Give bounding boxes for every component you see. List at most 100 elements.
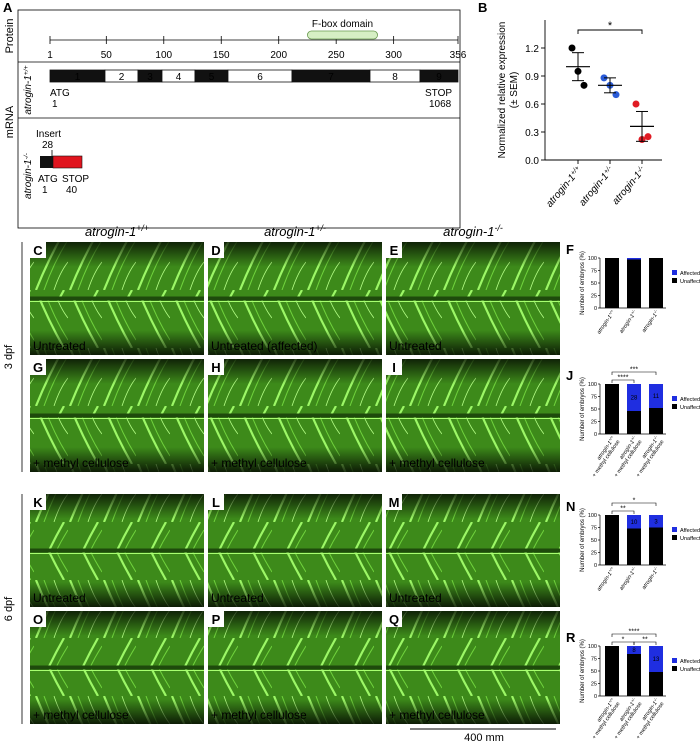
panel-letter: N <box>566 499 575 514</box>
significance-label: **** <box>629 629 640 636</box>
y-tick-label: 50 <box>591 281 597 287</box>
y-tick-label: 50 <box>591 669 597 675</box>
legend-swatch <box>672 666 677 671</box>
panel-letter: G <box>33 360 43 375</box>
panel-letter: D <box>211 243 220 258</box>
significance-bracket <box>611 371 657 375</box>
genotype-superscript: -/- <box>653 309 659 315</box>
y-tick-label: 0 <box>594 306 597 312</box>
legend-swatch <box>672 278 677 283</box>
genotype-superscript: +/+ <box>23 65 30 75</box>
start-label: ATG <box>50 88 70 99</box>
micrograph: C Untreated <box>30 242 204 355</box>
panel-letter: P <box>212 612 221 627</box>
ko-insert <box>52 155 83 169</box>
genotype-superscript: -/- <box>494 223 502 233</box>
panel-caption: + methyl cellulose <box>211 456 307 470</box>
legend-label: Unaffected <box>680 279 700 285</box>
shading <box>30 359 204 472</box>
y-axis-label: Normalized relative expression <box>497 22 508 159</box>
panel-letter: E <box>390 243 399 258</box>
shading <box>386 611 560 724</box>
micrograph: P + methyl cellulose <box>208 611 382 724</box>
count-label: 3 <box>654 519 658 525</box>
genotype-superscript: -/- <box>653 697 659 703</box>
data-point <box>580 81 588 89</box>
micrograph: M Untreated <box>386 494 560 607</box>
start-position: 1 <box>42 185 48 196</box>
y-axis-label: (± SEM) <box>509 72 520 109</box>
panel-letter: C <box>33 243 43 258</box>
bar-segment <box>627 259 641 308</box>
micrograph: L Untreated <box>208 494 382 607</box>
genotype-label: atrogin-1+/- <box>618 566 639 592</box>
micrograph: G + methyl cellulose <box>30 359 204 472</box>
count-label: 9 <box>654 544 658 550</box>
axis-tick-label: 50 <box>101 50 113 61</box>
axis-tick-label: 300 <box>385 50 402 61</box>
count-label: 12 <box>653 682 660 688</box>
x-tick-label: atrogin-1-/-+ methyl cellulose <box>635 697 665 741</box>
bar-segment <box>605 646 619 696</box>
bar-segment <box>649 515 663 528</box>
panel-a-frame <box>17 9 461 229</box>
row-label: Protein <box>4 19 16 54</box>
x-tick-label: atrogin-1-/- <box>610 164 649 207</box>
significance-bracket <box>611 502 657 506</box>
panel-caption: Untreated <box>389 339 442 353</box>
panel-letter: B <box>478 0 487 15</box>
panel-letter: L <box>212 495 220 510</box>
y-tick-label: 100 <box>588 644 597 650</box>
gene-name: atrogin-1 <box>641 313 658 334</box>
bar-segment <box>649 384 663 408</box>
genotype-superscript: +/- <box>630 309 636 316</box>
panel-letter: A <box>3 0 13 15</box>
count-label: 27 <box>631 545 638 551</box>
gene-name: atrogin-1 <box>23 75 34 114</box>
genotype-superscript: +/+ <box>608 434 615 441</box>
legend-label: Unaffected <box>680 405 700 411</box>
significance-label: *** <box>630 367 638 374</box>
genotype-superscript: +/+ <box>608 696 615 703</box>
bar-segment <box>649 646 663 672</box>
significance-label: ** <box>620 506 626 513</box>
micrograph: D Untreated (affected) <box>208 242 382 355</box>
panel-letter: F <box>566 242 574 257</box>
bar-segment <box>627 258 641 260</box>
y-tick-label: 100 <box>588 256 597 262</box>
gene-name: atrogin-1 <box>610 170 644 207</box>
letter-box <box>30 611 46 627</box>
bar-segment <box>627 515 641 529</box>
gene-name: atrogin-1 <box>544 172 578 209</box>
bar-segment <box>649 672 663 696</box>
data-point <box>644 133 652 141</box>
panel-caption: Untreated <box>33 339 86 353</box>
genotype-label: atrogin-1+/+ <box>595 565 617 592</box>
count-label: 27 <box>609 538 616 544</box>
shading <box>386 359 560 472</box>
exon-label: 3 <box>147 72 153 83</box>
exon <box>419 69 459 83</box>
significance-label: ** <box>642 637 648 644</box>
panel-letter: M <box>389 495 400 510</box>
letter-box <box>30 242 46 258</box>
genotype-label: atrogin-1-/- <box>640 309 661 334</box>
exon-label: 2 <box>119 72 125 83</box>
panel-letter: J <box>566 368 573 383</box>
count-label: 16 <box>609 281 616 287</box>
panel-letter: R <box>566 630 576 645</box>
stop-label: STOP <box>62 174 89 185</box>
y-tick-label: 100 <box>588 513 597 519</box>
insert-position: 28 <box>42 140 54 151</box>
y-tick-label: 75 <box>591 526 597 532</box>
legend-label: Affected <box>680 271 700 277</box>
scale-bar-label: 400 mm <box>464 732 504 744</box>
gene-name: atrogin-1 <box>596 314 613 335</box>
shading <box>30 494 204 607</box>
axis-tick-label: 100 <box>155 50 172 61</box>
y-tick-label: 0 <box>594 563 597 569</box>
significance-bracket <box>577 29 643 34</box>
count-label: 24 <box>631 421 638 427</box>
x-tick-label: atrogin-1+/- <box>577 164 617 208</box>
